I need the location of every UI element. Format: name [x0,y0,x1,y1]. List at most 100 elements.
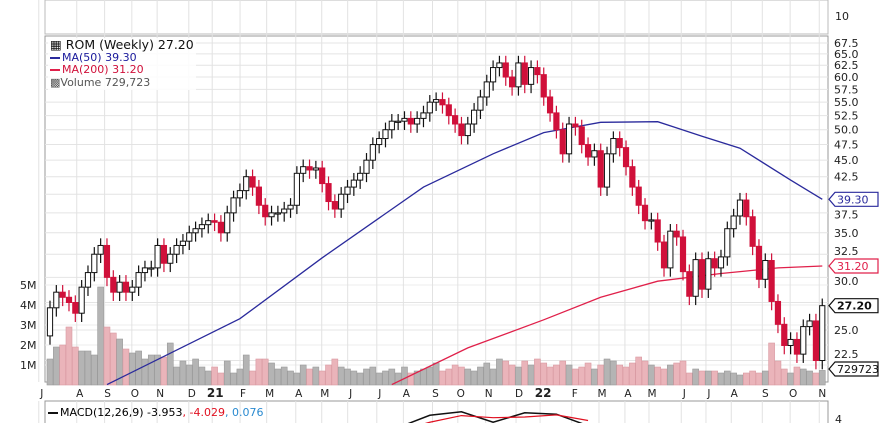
candle [420,105,427,128]
candle [584,137,592,166]
candle-body [452,115,459,125]
volume-bar [369,366,377,386]
candle [401,111,408,130]
candle [91,247,98,282]
candle-body [160,244,168,264]
candle [445,97,452,125]
candle [546,89,554,122]
volume-axis: 5M 4M 3M 2M 1M [20,279,37,372]
candle [654,212,661,251]
candle [458,116,465,145]
candle [331,194,338,218]
price-tick-label: 42.5 [834,171,859,184]
x-tick-label: N [485,388,493,400]
candle-body [97,244,104,255]
candle [749,209,756,256]
volume-bar [53,346,60,386]
candle [705,251,712,298]
macd-axis-label: 4 [835,413,842,423]
candle-body [572,123,579,128]
candle-body [534,67,541,76]
volume-bar [489,368,497,386]
candle-body [141,267,149,274]
volume-bar [230,372,237,386]
candle-body [249,176,256,188]
candle-body [806,320,813,328]
volume-bar [242,354,250,386]
candle-body [597,150,604,188]
candle [667,224,674,277]
volume-bar [546,366,554,386]
candle-body [730,215,737,230]
candle-body [686,271,693,297]
ma50-price-tag-box [828,191,879,207]
candle-body [122,281,130,293]
candle [46,300,54,345]
candle-body [490,67,497,83]
volume-bar [249,370,256,386]
candle-body [135,272,142,288]
candle-body [91,253,98,274]
candle [103,238,111,287]
candle-body [230,197,237,214]
candle-body [787,338,794,346]
volume-bar [185,364,193,386]
volume-bar [268,362,275,386]
volume-bar [299,364,307,386]
candle [800,319,807,363]
price-tick-label: 50.0 [834,124,859,137]
candle [230,190,237,222]
candle [407,111,414,133]
volume-bar [255,358,263,386]
x-tick-label: 21 [207,386,224,400]
volume-bar [78,350,85,386]
volume-bars [46,286,826,386]
volume-bar [375,372,383,386]
price-tick-label: 65.0 [834,48,859,61]
volume-bar [578,366,586,386]
candle [698,252,706,298]
volume-bar [211,366,218,386]
macd-panel [44,400,829,423]
volume-bars-icon: ▩ [50,75,61,89]
candle [53,285,60,317]
ma200-price-tag-text: 31.20 [837,260,869,273]
last-price-tag-box [828,298,879,314]
volume-bar [306,368,313,386]
candle-body [812,320,820,361]
candle-body [420,112,427,119]
volume-bar [470,370,478,386]
candle-body [395,120,402,123]
volume-bar [698,370,706,386]
candle [382,122,389,148]
candle [363,153,370,183]
candle [591,143,598,166]
volume-bar [312,366,320,386]
volume-bar [344,368,351,386]
candle [439,92,446,114]
volume-bar [439,370,446,386]
candle-body [426,101,433,114]
volume-bar [147,354,155,386]
volume-bar [799,368,807,386]
volume-bar [793,366,801,386]
volume-bar [173,366,180,386]
price-tick-label: 60.0 [834,71,859,84]
candle-body [46,307,54,337]
candle [774,294,782,334]
candle-body [819,305,826,361]
volume-bar [692,368,699,386]
candle [243,169,250,200]
price-tick-label: 57.5 [834,83,859,96]
candle [426,95,433,122]
price-tick-label: 22.5 [834,348,859,361]
candle [471,103,478,133]
volume-bar [648,364,655,386]
candle [762,253,769,289]
x-tick-label: O [457,388,465,400]
candle [249,169,256,196]
candle [635,179,642,215]
volume-bar [610,360,617,386]
candle-body [179,240,187,246]
